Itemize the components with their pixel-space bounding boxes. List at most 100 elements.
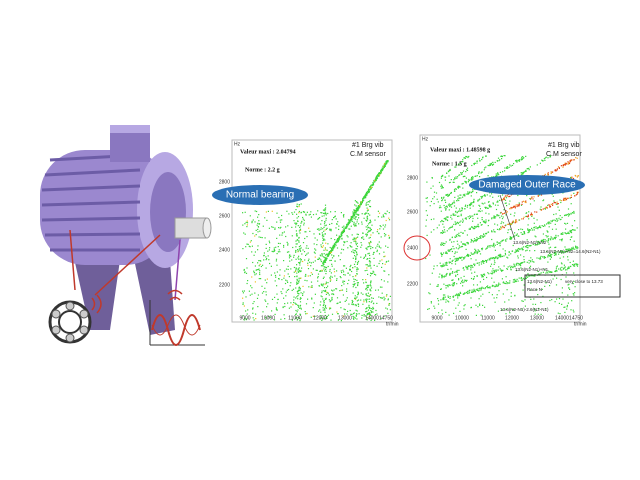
scatter-dot bbox=[244, 223, 246, 225]
scatter-dot bbox=[295, 317, 297, 319]
scatter-dot bbox=[472, 253, 474, 255]
scatter-dot bbox=[504, 167, 506, 169]
scatter-dot bbox=[569, 229, 571, 232]
scatter-dot bbox=[322, 304, 324, 307]
scatter-dot bbox=[465, 217, 467, 219]
scatter-dot bbox=[558, 251, 561, 253]
scatter-dot bbox=[453, 284, 455, 286]
scatter-dot bbox=[513, 206, 515, 208]
scatter-dot bbox=[576, 248, 578, 250]
scatter-dot bbox=[314, 260, 316, 262]
scatter-dot bbox=[456, 251, 458, 253]
scatter-dot bbox=[514, 212, 516, 214]
scatter-dot bbox=[355, 238, 357, 240]
scatter-dot bbox=[260, 260, 262, 262]
scatter-dot bbox=[361, 213, 363, 215]
scatter-dot bbox=[246, 226, 248, 228]
scatter-dot bbox=[315, 269, 317, 271]
scatter-dot bbox=[370, 281, 372, 283]
scatter-dot bbox=[305, 273, 307, 276]
scatter-dot bbox=[296, 311, 298, 313]
scatter-dot bbox=[550, 236, 552, 238]
scatter-dot bbox=[286, 289, 288, 291]
scatter-dot bbox=[298, 240, 300, 242]
scatter-dot bbox=[476, 275, 478, 277]
scatter-dot bbox=[462, 220, 464, 222]
scatter-dot bbox=[489, 246, 491, 248]
scatter-dot bbox=[385, 162, 387, 164]
scatter-dot bbox=[543, 158, 545, 160]
scatter-dot bbox=[499, 268, 501, 270]
scatter-dot bbox=[487, 231, 489, 233]
scatter-dot bbox=[527, 229, 529, 231]
scatter-dot bbox=[369, 307, 371, 310]
scatter-dot bbox=[491, 176, 493, 178]
scatter-dot bbox=[451, 284, 453, 286]
scatter-dot bbox=[347, 310, 349, 312]
scatter-dot bbox=[449, 205, 451, 207]
scatter-dot bbox=[262, 264, 264, 266]
scatter-dot bbox=[512, 221, 515, 223]
scatter-dot bbox=[372, 311, 374, 313]
scatter-dot bbox=[441, 253, 443, 255]
scatter-dot bbox=[482, 203, 484, 205]
scatter-dot bbox=[365, 298, 367, 300]
scatter-dot bbox=[567, 248, 569, 250]
scatter-dot bbox=[351, 313, 353, 315]
scatter-dot bbox=[297, 298, 299, 300]
scatter-dot bbox=[362, 279, 364, 281]
scatter-dot bbox=[381, 297, 383, 299]
scatter-dot bbox=[447, 219, 449, 222]
scatter-dot bbox=[440, 184, 443, 186]
scatter-dot bbox=[375, 289, 377, 291]
scatter-dot bbox=[460, 246, 462, 248]
scatter-dot bbox=[542, 271, 544, 273]
scatter-dot bbox=[485, 166, 487, 168]
scatter-dot bbox=[310, 216, 312, 218]
scatter-dot bbox=[506, 283, 508, 285]
scatter-dot bbox=[547, 174, 549, 176]
scatter-dot bbox=[441, 197, 443, 199]
scatter-dot bbox=[480, 287, 482, 289]
scatter-dot bbox=[577, 191, 579, 194]
scatter-dot bbox=[453, 181, 455, 183]
scatter-dot bbox=[461, 173, 463, 175]
scatter-dot bbox=[388, 217, 390, 219]
scatter-dot bbox=[559, 239, 561, 241]
scatter-dot bbox=[438, 181, 441, 184]
scatter-dot bbox=[365, 233, 367, 235]
scatter-dot bbox=[567, 215, 570, 217]
scatter-dot bbox=[299, 269, 301, 271]
scatter-dot bbox=[292, 246, 294, 249]
scatter-dot bbox=[298, 270, 300, 272]
scatter-dot bbox=[379, 286, 382, 288]
scatter-dot bbox=[288, 251, 290, 253]
scatter-dot bbox=[479, 304, 481, 306]
scatter-dot bbox=[460, 292, 462, 294]
scatter-dot bbox=[490, 163, 492, 165]
scatter-dot bbox=[458, 279, 460, 281]
scatter-dot bbox=[326, 317, 328, 319]
scatter-dot bbox=[335, 227, 337, 229]
scatter-dot bbox=[348, 221, 350, 224]
scatter-dot bbox=[357, 303, 359, 305]
scatter-dot bbox=[357, 305, 360, 307]
scatter-dot bbox=[574, 195, 576, 197]
scatter-dot bbox=[450, 249, 452, 251]
scatter-dot bbox=[572, 229, 575, 231]
scatter-dot bbox=[252, 219, 254, 221]
scatter-dot bbox=[295, 246, 297, 248]
scatter-dot bbox=[539, 257, 541, 259]
scatter-dot bbox=[508, 299, 510, 301]
scatter-dot bbox=[554, 238, 556, 240]
scatter-dot bbox=[353, 278, 355, 280]
scatter-dot bbox=[317, 218, 319, 220]
scatter-dot bbox=[329, 259, 331, 262]
scatter-dot bbox=[311, 297, 313, 299]
scatter-dot bbox=[469, 265, 471, 267]
scatter-dot bbox=[441, 313, 444, 315]
scatter-dot bbox=[482, 261, 484, 263]
scatter-dot bbox=[521, 174, 523, 176]
scatter-dot bbox=[296, 317, 298, 319]
scatter-dot bbox=[368, 313, 370, 315]
